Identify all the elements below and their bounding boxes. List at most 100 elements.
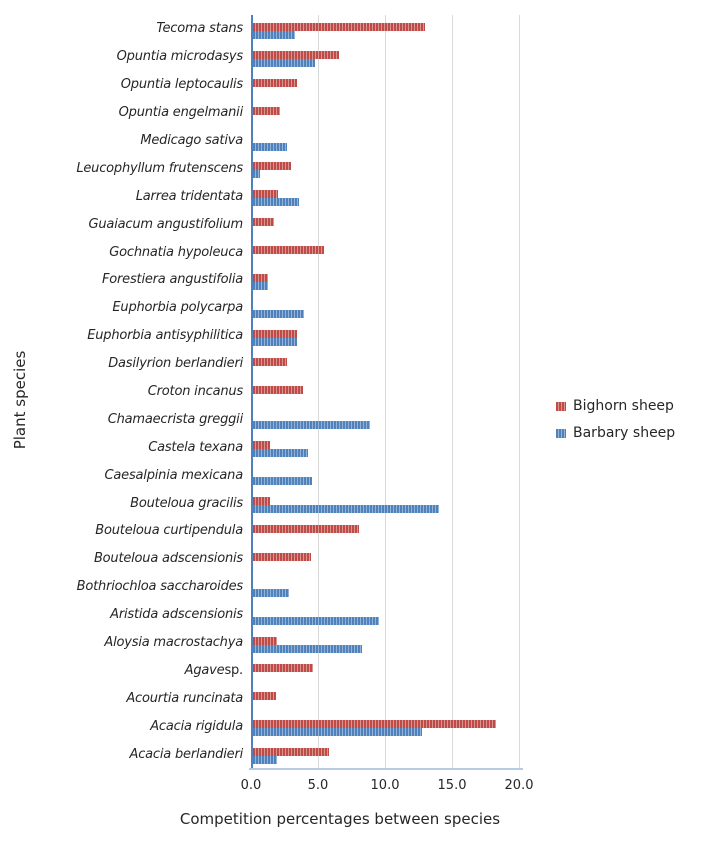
category-label: Guaiacum angustifolium: [88, 216, 244, 232]
y-axis-line: [251, 15, 253, 770]
bighorn-bar: [253, 552, 311, 561]
bighorn-legend-swatch-icon: [556, 401, 566, 411]
barbary-bar: [253, 505, 440, 514]
category-axis-labels: Tecoma stans Opuntia microdasys Opuntia le…: [0, 15, 243, 768]
barbary-bar: [253, 58, 315, 67]
bighorn-bar: [253, 636, 278, 645]
barbary-bar: [253, 421, 370, 430]
category-label: Croton incanus: [147, 384, 243, 400]
species-row: [253, 629, 523, 657]
bighorn-bar: [253, 692, 276, 701]
category-label: Medicago sativa: [140, 133, 243, 148]
category-label: Dasilyrion berlandieri: [108, 356, 243, 372]
species-row: [253, 740, 523, 768]
bighorn-bar: [253, 106, 280, 115]
x-tick-label: 15.0: [437, 778, 467, 793]
category-label: Bothriochloa saccharoides: [76, 579, 244, 595]
species-row: [253, 238, 523, 266]
bighorn-bar: [253, 357, 287, 366]
species-row: [253, 601, 523, 629]
barbary-bar: [253, 142, 287, 151]
gridline-5: [318, 15, 319, 768]
species-row: [253, 684, 523, 712]
barbary-bar: [253, 309, 304, 318]
category-label: Opuntia microdasys: [116, 49, 244, 65]
species-row: [253, 712, 523, 740]
bighorn-bar: [253, 190, 279, 199]
bighorn-bar: [253, 246, 325, 255]
bighorn-bar: [253, 162, 291, 171]
species-row: [253, 573, 523, 601]
gridline-15: [452, 15, 453, 768]
barbary-bar: [253, 477, 312, 486]
category-label: Opuntia leptocaulis: [120, 77, 243, 93]
legend-entry-bighorn: Bighorn sheep: [556, 398, 675, 414]
x-tick-label: 10.0: [370, 778, 400, 793]
bar-rows: [253, 15, 523, 768]
bighorn-bar: [253, 748, 330, 757]
x-tick-label: 20.0: [504, 778, 534, 793]
legend-label: Bighorn sheep: [573, 398, 674, 414]
species-row: [253, 489, 523, 517]
category-label: Acourtia runcinata: [126, 690, 243, 706]
category-label: Chamaecrista greggii: [107, 411, 244, 427]
species-row: [253, 350, 523, 378]
x-tick-label: 5.0: [307, 778, 329, 793]
species-row: [253, 378, 523, 406]
species-row: [253, 656, 523, 684]
gridline-20: [519, 15, 520, 768]
species-row: [253, 43, 523, 71]
bighorn-bar: [253, 78, 298, 87]
barbary-bar: [253, 644, 362, 653]
barbary-bar: [253, 616, 379, 625]
category-label: Aristida adscensionis: [110, 607, 243, 623]
category-label: Acacia rigidula: [150, 718, 243, 734]
category-label: Larrea tridentata: [135, 188, 243, 204]
category-label: Bouteloua curtipendula: [95, 523, 243, 539]
species-row: [253, 154, 523, 182]
category-label: Opuntia engelmanii: [118, 105, 244, 121]
species-row: [253, 433, 523, 461]
barbary-bar: [253, 281, 268, 290]
bighorn-bar: [253, 720, 496, 729]
category-label: Acacia berlandieri: [129, 746, 244, 762]
legend: Bighorn sheep Barbary sheep: [556, 398, 675, 441]
category-label: Forestiera angustifolia: [102, 272, 243, 288]
bighorn-bar: [253, 497, 271, 506]
category-label: Aloysia macrostachya: [104, 635, 243, 651]
species-row: [253, 322, 523, 350]
category-label: Leucophyllum frutenscens: [76, 160, 243, 176]
category-label: Euphorbia antisyphilitica: [87, 328, 243, 344]
species-row: [253, 71, 523, 99]
category-label: Caesalpinia mexicana: [104, 467, 244, 483]
barbary-bar: [253, 728, 422, 737]
bighorn-bar: [253, 385, 303, 394]
category-label: Bouteloua adscensionis: [93, 551, 243, 567]
barbary-bar: [253, 198, 299, 207]
category-label: Bouteloua gracilis: [130, 495, 243, 511]
gridline-10: [385, 15, 386, 768]
barbary-bar: [253, 449, 308, 458]
species-row: [253, 517, 523, 545]
barbary-bar: [253, 30, 295, 39]
legend-entry-barbary: Barbary sheep: [556, 425, 675, 441]
bighorn-bar: [253, 664, 314, 673]
bighorn-bar: [253, 273, 268, 282]
species-row: [253, 405, 523, 433]
category-label: Castela texana: [148, 439, 243, 455]
bighorn-bar: [253, 218, 275, 227]
x-tick-label: 0.0: [240, 778, 262, 793]
barbary-bar: [253, 588, 290, 597]
species-row: [253, 99, 523, 127]
species-row: [253, 266, 523, 294]
category-label: Euphorbia polycarpa: [112, 300, 243, 316]
barbary-bar: [253, 337, 298, 346]
category-label: Gochnatia hypoleuca: [109, 244, 243, 260]
plot-area: [253, 15, 523, 768]
species-row: [253, 461, 523, 489]
barbary-bar: [253, 170, 260, 179]
bighorn-bar: [253, 441, 271, 450]
x-axis-title: Competition percentages between species: [179, 810, 501, 828]
x-axis-ticks: 0.0 5.0 10.0 15.0 20.0: [241, 778, 534, 796]
x-axis-line: [249, 768, 523, 770]
